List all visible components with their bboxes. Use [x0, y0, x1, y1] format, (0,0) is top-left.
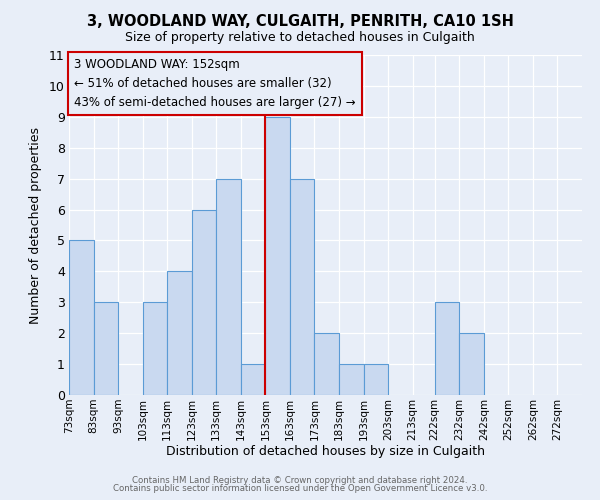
- Bar: [435, 302, 459, 395]
- Text: 3, WOODLAND WAY, CULGAITH, PENRITH, CA10 1SH: 3, WOODLAND WAY, CULGAITH, PENRITH, CA10…: [86, 14, 514, 29]
- Bar: [265, 117, 290, 395]
- Text: Contains public sector information licensed under the Open Government Licence v3: Contains public sector information licen…: [113, 484, 487, 493]
- Bar: [364, 364, 388, 395]
- Bar: [94, 302, 118, 395]
- Bar: [143, 302, 167, 395]
- Bar: [216, 178, 241, 395]
- Y-axis label: Number of detached properties: Number of detached properties: [29, 126, 42, 324]
- Text: 3 WOODLAND WAY: 152sqm
← 51% of detached houses are smaller (32)
43% of semi-det: 3 WOODLAND WAY: 152sqm ← 51% of detached…: [74, 58, 356, 110]
- Bar: [192, 210, 216, 395]
- Bar: [167, 272, 192, 395]
- Bar: [339, 364, 364, 395]
- Text: Size of property relative to detached houses in Culgaith: Size of property relative to detached ho…: [125, 31, 475, 44]
- X-axis label: Distribution of detached houses by size in Culgaith: Distribution of detached houses by size …: [166, 446, 485, 458]
- Bar: [314, 333, 339, 395]
- Bar: [69, 240, 94, 395]
- Bar: [241, 364, 265, 395]
- Bar: [290, 178, 314, 395]
- Bar: [459, 333, 484, 395]
- Text: Contains HM Land Registry data © Crown copyright and database right 2024.: Contains HM Land Registry data © Crown c…: [132, 476, 468, 485]
